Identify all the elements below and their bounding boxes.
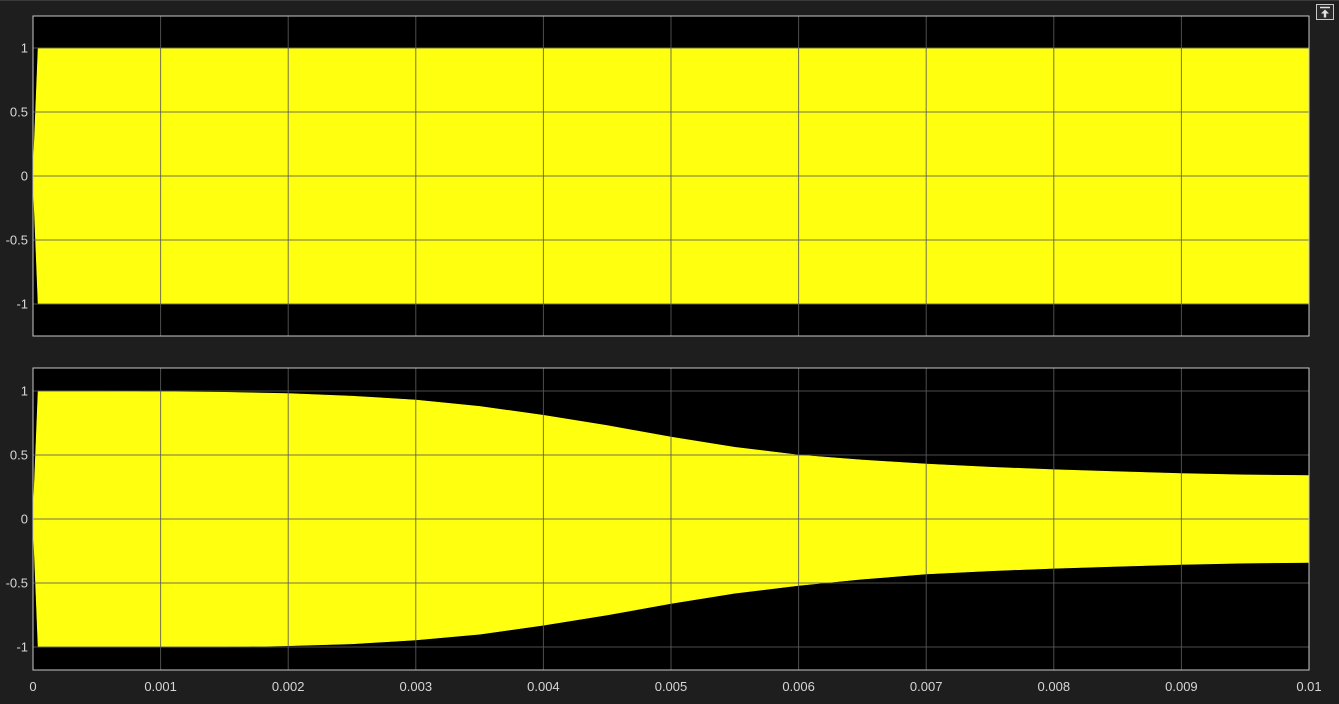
x-tick-label: 0.007	[910, 679, 943, 694]
y-tick-label: -1	[16, 639, 28, 654]
x-tick-label: 0.005	[655, 679, 688, 694]
x-tick-label: 0	[29, 679, 36, 694]
x-tick-label: 0.01	[1296, 679, 1321, 694]
y-tick-label: -0.5	[6, 233, 28, 248]
x-tick-label: 0.003	[400, 679, 433, 694]
y-tick-label: 1	[21, 41, 28, 56]
undock-button[interactable]	[1316, 4, 1334, 20]
y-tick-label: 0.5	[10, 448, 28, 463]
x-tick-label: 0.004	[527, 679, 560, 694]
axes-frame-2	[32, 367, 1310, 671]
axes-frame-1	[32, 15, 1310, 337]
undock-icon	[1320, 6, 1330, 18]
y-tick-label: 0	[21, 169, 28, 184]
y-tick-label: -1	[16, 297, 28, 312]
x-tick-label: 0.001	[144, 679, 177, 694]
x-tick-label: 0.006	[782, 679, 815, 694]
x-tick-label: 0.008	[1038, 679, 1071, 694]
y-tick-label: -0.5	[6, 575, 28, 590]
y-tick-label: 0	[21, 512, 28, 527]
y-tick-label: 1	[21, 384, 28, 399]
y-tick-label: 0.5	[10, 105, 28, 120]
x-tick-label: 0.002	[272, 679, 305, 694]
x-tick-label: 0.009	[1165, 679, 1198, 694]
